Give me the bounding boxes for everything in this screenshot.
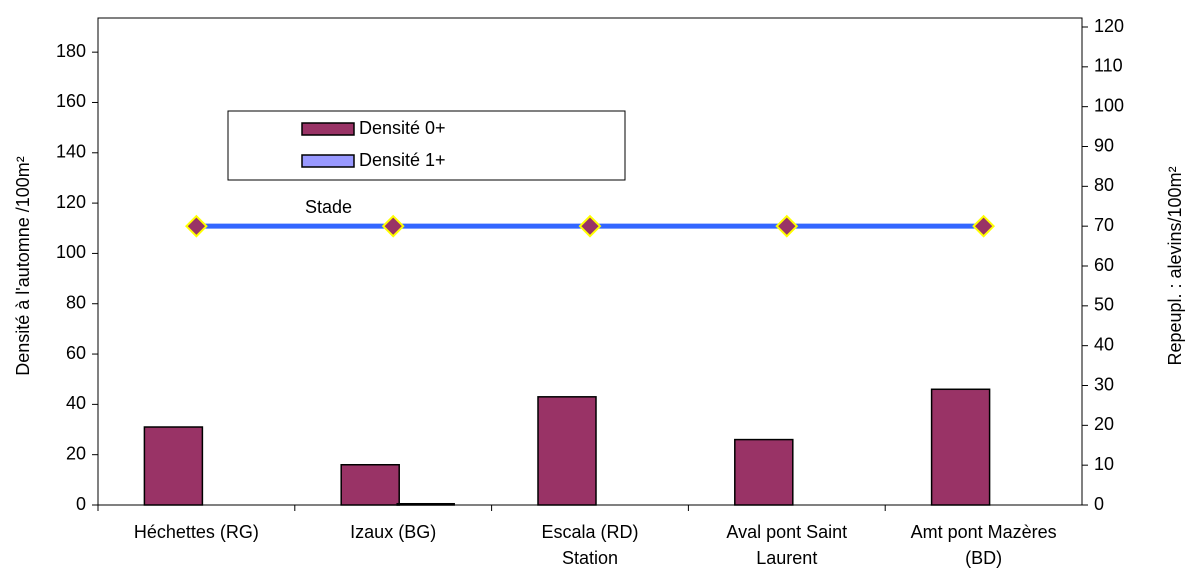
y2-tick-label: 80 (1094, 175, 1114, 195)
y2-tick-label: 10 (1094, 454, 1114, 474)
y2-tick-label: 100 (1094, 95, 1124, 115)
y-tick-label: 80 (66, 292, 86, 312)
y2-tick-label: 60 (1094, 255, 1114, 275)
marker (775, 214, 799, 238)
x-tick-label: Héchettes (RG) (134, 522, 259, 542)
legend-label: Densité 1+ (359, 150, 446, 170)
y2-tick-label: 120 (1094, 16, 1124, 36)
y2-tick-label: 110 (1094, 56, 1123, 76)
y2-axis-title: Repeupl. : alevins/100m² (1165, 166, 1185, 365)
x-tick-label: Amt pont Mazères (911, 522, 1057, 542)
bar (930, 388, 991, 506)
y-tick-label: 100 (56, 242, 86, 262)
x-tick-label: Aval pont Saint (726, 522, 847, 542)
legend-swatch (301, 122, 355, 136)
y-tick-label: 140 (56, 142, 86, 162)
x-tick-label: (BD) (965, 548, 1002, 568)
y-axis-title: Densité à l'automne /100m² (13, 156, 33, 376)
bar (396, 502, 455, 506)
y-tick-label: 20 (66, 443, 86, 463)
y2-tick-label: 40 (1094, 334, 1114, 354)
bar (537, 396, 597, 506)
y2-tick-label: 30 (1094, 374, 1114, 394)
line-label: Stade (305, 197, 352, 217)
legend-label: Densité 0+ (359, 118, 446, 138)
y2-tick-label: 50 (1094, 295, 1114, 315)
marker (381, 214, 405, 238)
x-tick-label: Station (562, 548, 618, 568)
y2-tick-label: 0 (1094, 494, 1104, 514)
legend-swatch (301, 154, 355, 168)
x-tick-label: Izaux (BG) (350, 522, 436, 542)
y-tick-label: 60 (66, 343, 86, 363)
y-tick-label: 120 (56, 192, 86, 212)
x-tick-label: Escala (RD) (541, 522, 638, 542)
y-tick-label: 0 (76, 494, 86, 514)
bar (340, 463, 400, 506)
y-tick-label: 180 (56, 41, 86, 61)
marker (578, 214, 602, 238)
bar (143, 426, 204, 506)
y2-tick-label: 70 (1094, 215, 1114, 235)
x-tick-label: Laurent (756, 548, 817, 568)
y-tick-label: 40 (66, 393, 86, 413)
marker (184, 214, 208, 238)
marker (972, 214, 996, 238)
y-tick-label: 160 (56, 91, 86, 111)
legend-box (227, 110, 626, 181)
y2-tick-label: 20 (1094, 414, 1114, 434)
y2-tick-label: 90 (1094, 135, 1114, 155)
bar (734, 438, 794, 506)
